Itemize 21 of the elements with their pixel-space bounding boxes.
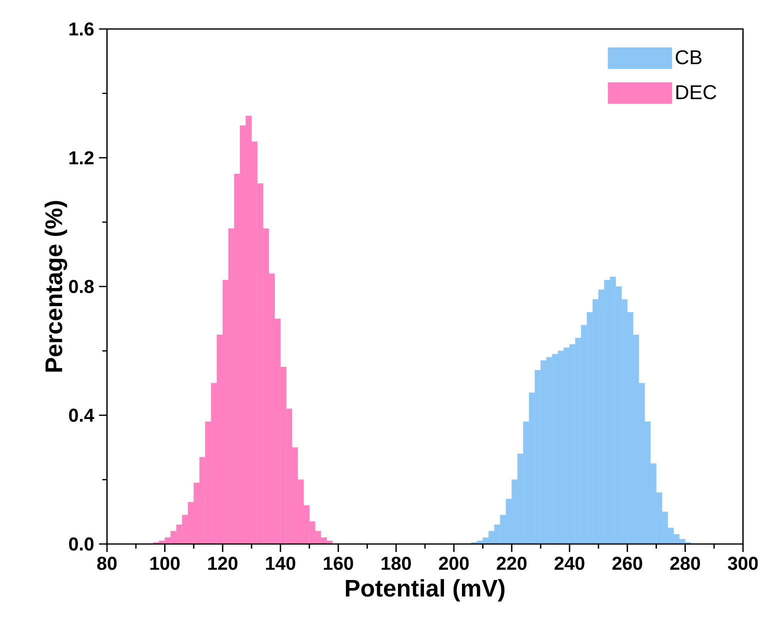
- x-tick-label: 80: [97, 556, 117, 570]
- x-tick-label: 160: [324, 556, 354, 570]
- x-tick-label: 260: [612, 556, 642, 570]
- x-tick-label: 120: [208, 556, 238, 570]
- y-tick-label: 1.6: [70, 22, 94, 36]
- x-tick-label: 280: [670, 556, 700, 570]
- y-tick-label: 1.2: [70, 151, 94, 164]
- x-tick-label: 100: [150, 556, 180, 570]
- y-tick-label: 0.8: [69, 280, 94, 294]
- x-tick-label: 240: [554, 556, 584, 570]
- y-axis-title: Percentage (%): [44, 201, 68, 372]
- x-tick-label: 180: [382, 556, 411, 570]
- x-tick-label: 200: [438, 556, 469, 570]
- x-tick-label: 140: [266, 556, 296, 570]
- x-tick-label: 220: [496, 556, 527, 570]
- y-tick-label: 0.4: [69, 408, 94, 422]
- legend-label: CB: [676, 50, 702, 64]
- x-tick-label: 300: [728, 556, 758, 570]
- x-axis-title: Potential (mV): [346, 579, 504, 602]
- legend-label: DEC: [676, 85, 716, 100]
- y-tick-label: 0.0: [69, 537, 94, 551]
